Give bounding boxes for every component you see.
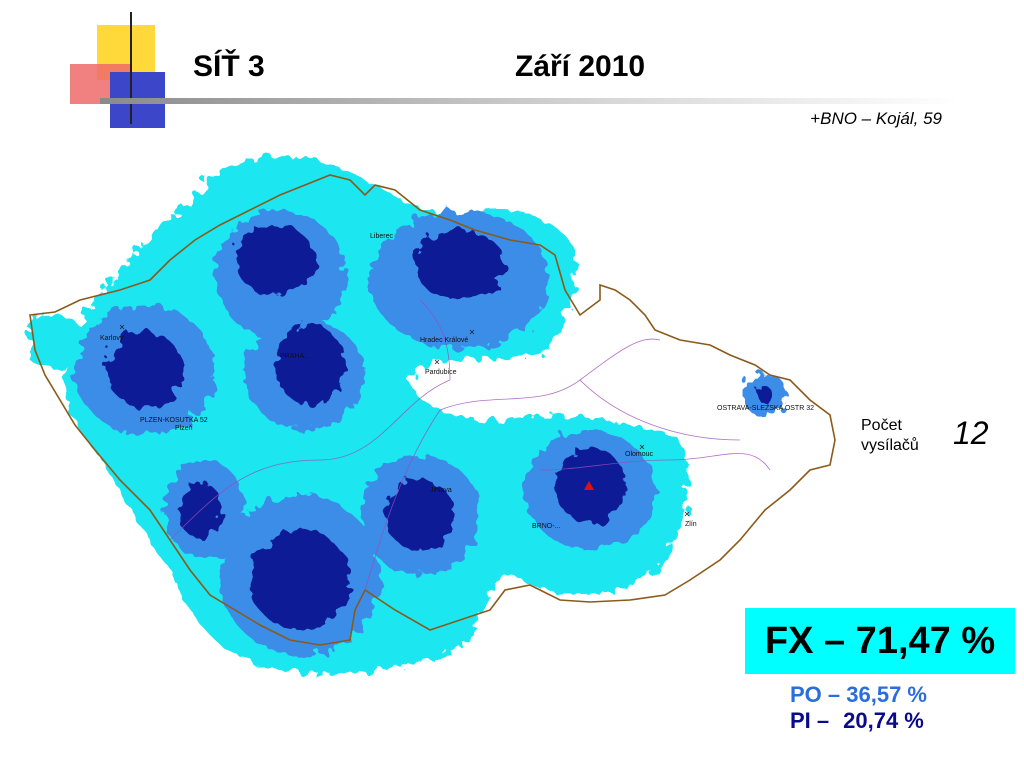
map-label-pardubice: Pardubice — [425, 369, 457, 376]
map-label-jihlava: Jihlava — [430, 487, 452, 494]
slide-title-right: Září 2010 — [515, 50, 646, 83]
pi-coverage-prefix: PI – — [790, 708, 830, 733]
fx-coverage-value: FX – 71,47 % — [764, 619, 996, 662]
map-label-brno: BRNO-... — [532, 523, 560, 530]
map-label-plzen: Plzeň — [175, 425, 193, 432]
transmitter-count-label: Počet vysílačů — [861, 417, 919, 454]
map-label-praha: PRAHA... — [280, 353, 310, 360]
map-label-liberec: Liberec — [370, 233, 393, 240]
map-label-plzen-kosutka: PLZEN-KOSUTKA 52 — [140, 417, 208, 424]
map-label-olomouc: Olomouc — [625, 451, 654, 458]
title-rule — [100, 98, 960, 104]
transmitter-count-value: 12 — [953, 415, 989, 451]
coverage-map: Liberec Karlovy Hradec Králové Pardubice… — [29, 156, 836, 674]
map-label-ostrava: OSTRAVA-SLEZSKA OSTR 32 — [717, 405, 814, 412]
slide-title-left: SÍŤ 3 — [193, 50, 265, 83]
coverage-strong — [107, 225, 773, 630]
pi-coverage: PI – 20,74 % — [790, 708, 924, 734]
map-label-karlovy: Karlovy — [100, 335, 124, 342]
deco-vertical-line — [130, 12, 132, 124]
region-borders — [169, 299, 771, 591]
source-credit: +BNO – Kojál, 59 — [810, 109, 942, 128]
place-labels: Liberec Karlovy Hradec Králové Pardubice… — [100, 233, 814, 530]
pi-coverage-value: 20,74 % — [843, 708, 924, 733]
fx-coverage-box: FX – 71,47 % — [745, 608, 1015, 674]
po-coverage-value: PO – 36,57 % — [790, 682, 927, 707]
map-label-hradec: Hradec Králové — [420, 337, 468, 344]
country-border — [29, 174, 836, 646]
transmitter-marker-icon — [584, 481, 594, 490]
map-label-zlin: Zlín — [685, 521, 697, 528]
